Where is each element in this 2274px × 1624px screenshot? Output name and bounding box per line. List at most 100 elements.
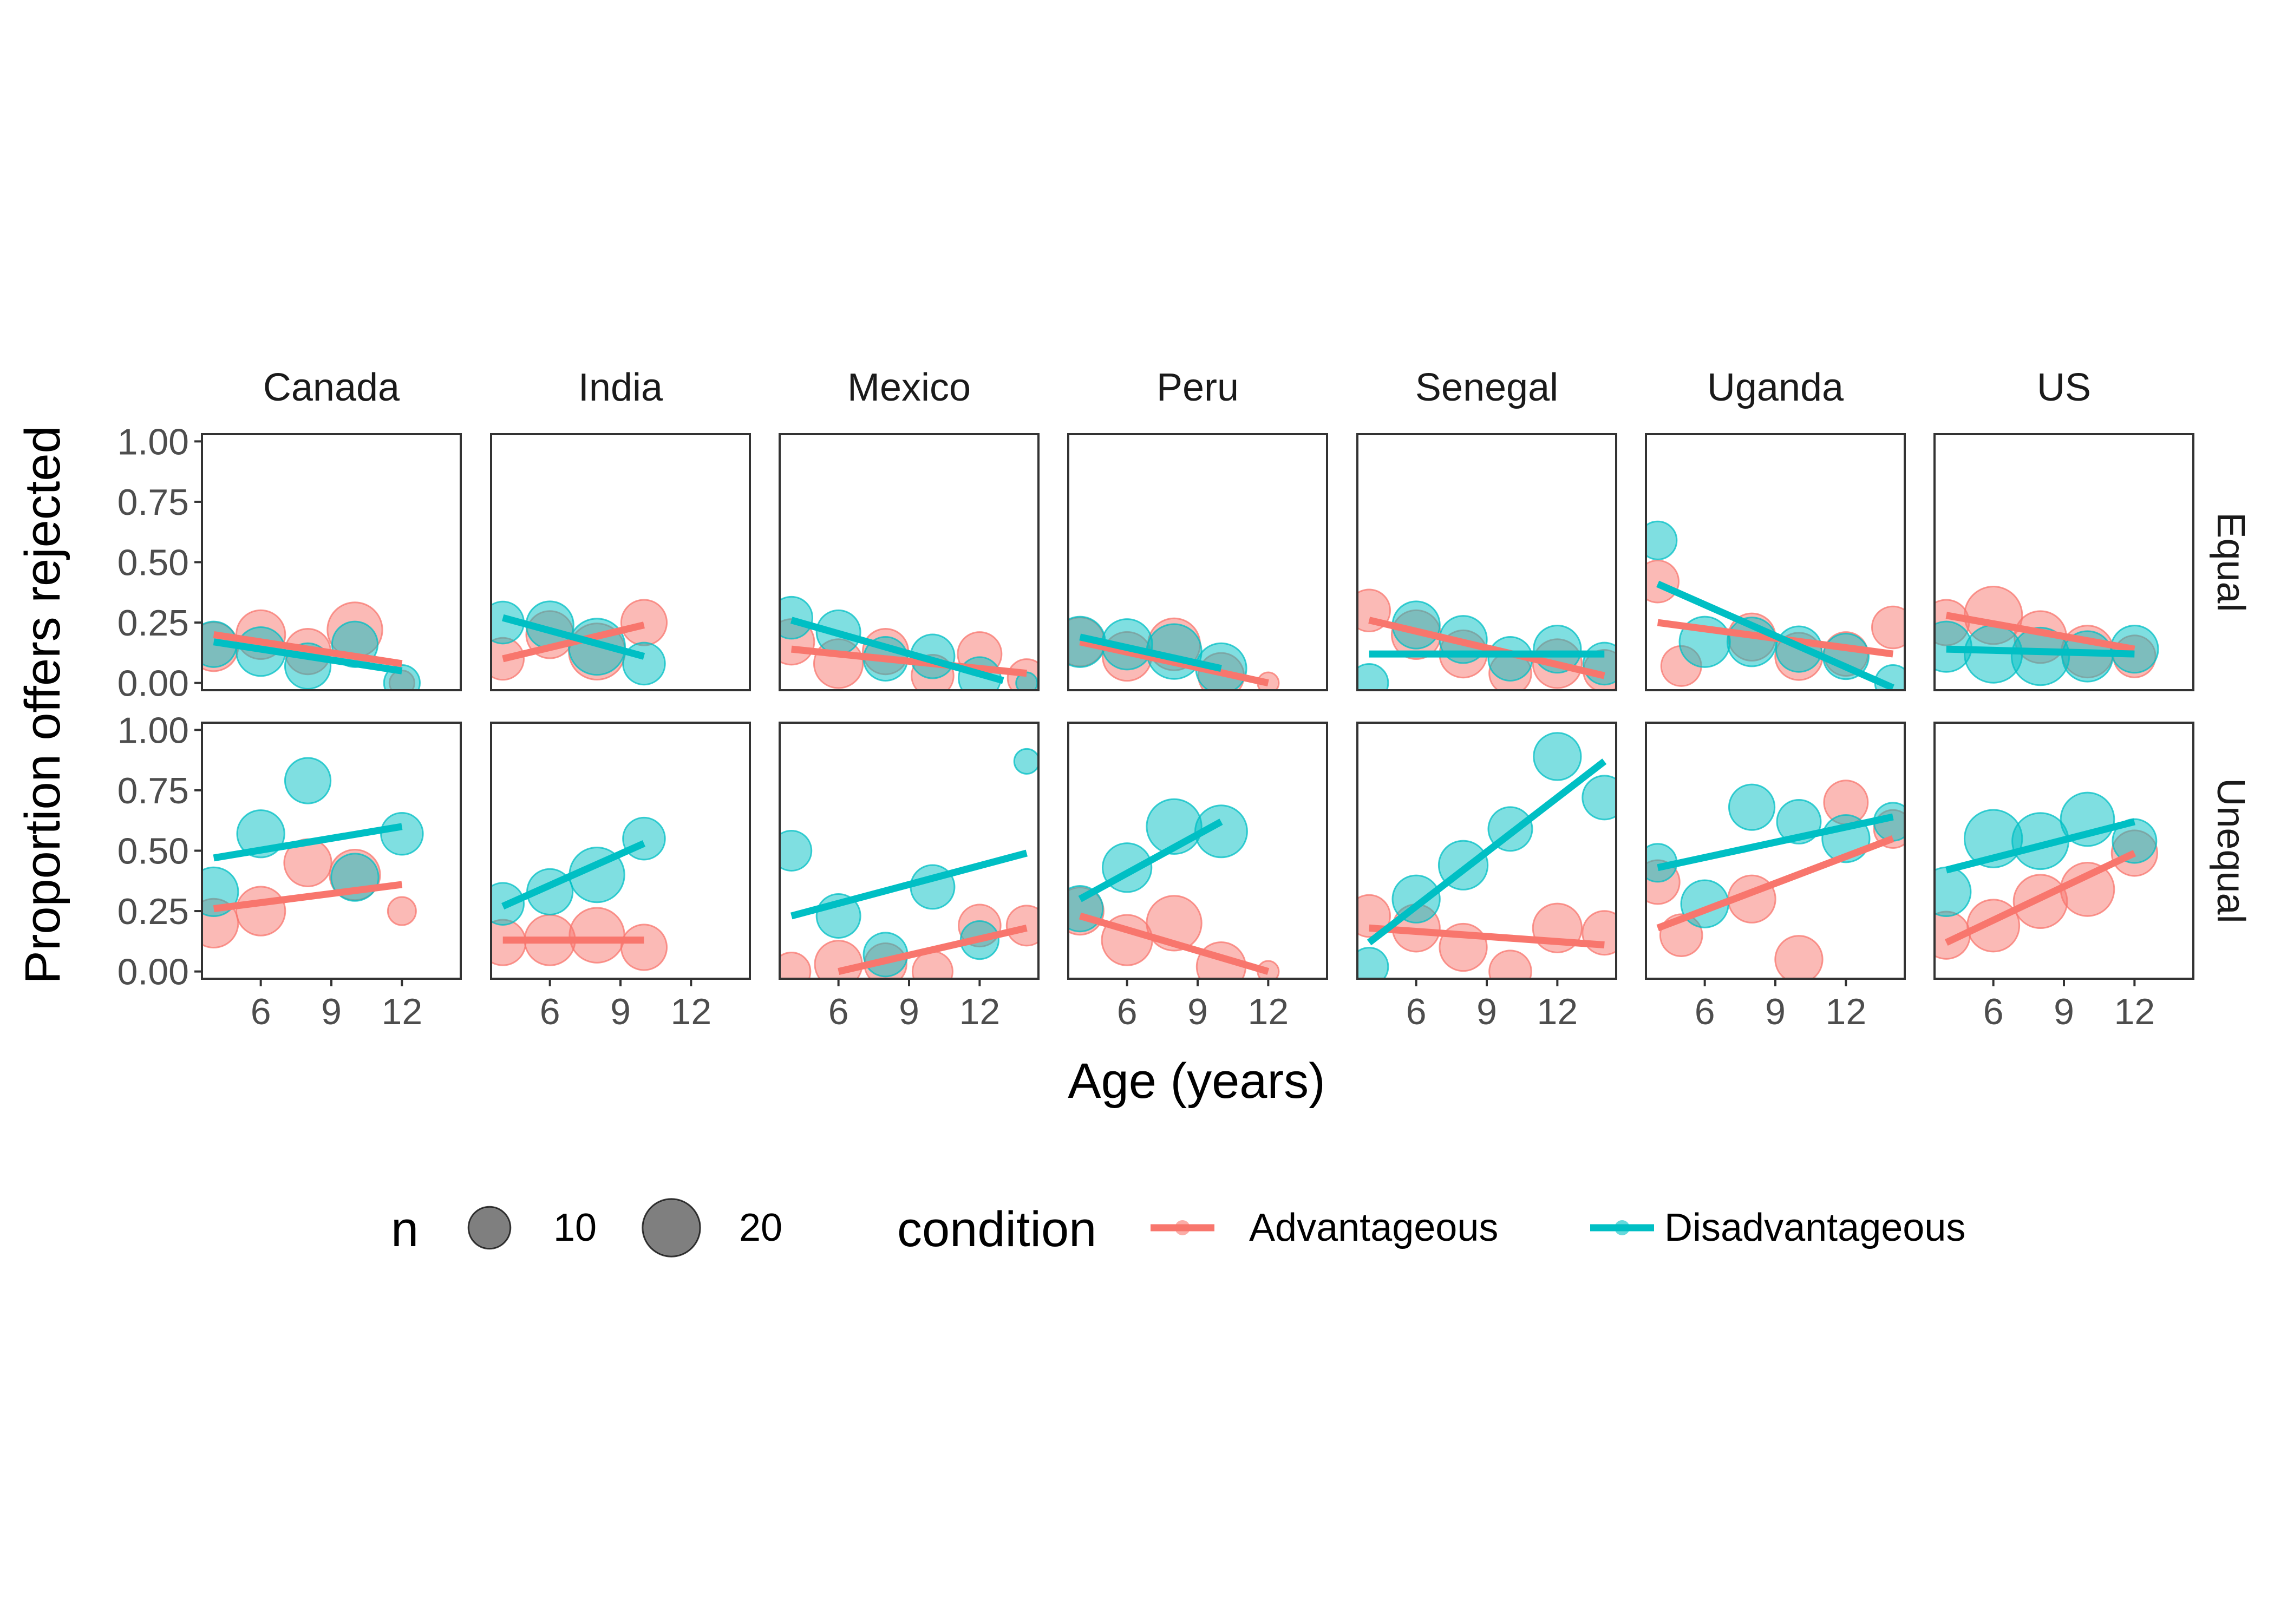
panel-border	[1067, 722, 1328, 980]
legend-color-dot	[1175, 1220, 1190, 1235]
panel-border	[490, 722, 751, 980]
fit-line-advantageous	[213, 881, 403, 913]
panel-plot-area	[1646, 780, 1905, 979]
strip-label-senegal: Senegal	[1415, 366, 1558, 409]
y-tick-label: 0.50	[117, 542, 189, 584]
strip-label-india: India	[578, 366, 663, 409]
panel-plot-area	[1068, 615, 1280, 690]
panel-senegal-unequal	[1356, 722, 1617, 980]
data-point-advantageous	[1488, 949, 1532, 979]
fit-line-disadvantageous	[1657, 813, 1894, 872]
x-axis-title: Age (years)	[1068, 1053, 1325, 1109]
panel-india-unequal	[490, 722, 751, 980]
data-point-disadvantageous	[1357, 947, 1389, 979]
panel-plot-area	[1935, 791, 2158, 960]
x-tick-label: 9	[1476, 991, 1497, 1032]
panel-plot-area	[1357, 732, 1616, 979]
data-point-advantageous	[2060, 862, 2115, 917]
legend-size-label: 10	[553, 1206, 597, 1249]
legend-color-dot	[1615, 1220, 1630, 1235]
fit-line-disadvantageous	[1656, 580, 1894, 690]
panel-border	[490, 433, 751, 691]
data-point-disadvantageous	[2112, 818, 2158, 864]
data-point-disadvantageous	[780, 830, 813, 872]
panel-border	[1356, 722, 1617, 980]
x-tick-label: 12	[1537, 991, 1578, 1032]
fit-line-disadvantageous	[1079, 633, 1222, 672]
legend-size-key	[467, 1206, 512, 1250]
x-tick-label: 6	[1117, 991, 1138, 1032]
panel-background	[780, 723, 1038, 979]
fit-line-advantageous	[1944, 850, 2136, 946]
panel-plot-area	[780, 595, 1038, 690]
data-point-advantageous	[780, 952, 812, 979]
fit-line-disadvantageous	[790, 849, 1028, 920]
panel-mexico-unequal	[779, 722, 1040, 980]
y-tick-label: 1.00	[117, 710, 189, 751]
panel-border	[201, 722, 462, 980]
y-tick-label: 0.00	[117, 952, 189, 993]
panel-plot-area	[491, 816, 668, 971]
data-point-disadvantageous	[1391, 874, 1441, 924]
y-tick-label: 1.00	[117, 421, 189, 462]
legend-color-label-disadvantageous: Disadvantageous	[1664, 1206, 1965, 1249]
strip-label-us: US	[2037, 366, 2091, 409]
panel-us-unequal	[1933, 722, 2194, 980]
data-point-disadvantageous	[1533, 732, 1582, 781]
panel-border	[1933, 433, 2194, 691]
panel-plot-area	[202, 601, 421, 690]
facet-panels: Canada India Mexico Peru Senegal Uganda US Equa…	[117, 366, 2252, 1032]
x-tick-label: 12	[1826, 991, 1867, 1032]
panel-plot-area	[491, 599, 668, 686]
x-tick-label: 6	[251, 991, 271, 1032]
fit-line-disadvantageous	[1946, 645, 2135, 658]
x-tick-label: 9	[899, 991, 919, 1032]
fit-line-disadvantageous	[1945, 818, 2135, 874]
fit-line-advantageous	[1079, 912, 1270, 975]
x-tick-label: 9	[610, 991, 631, 1032]
data-point-disadvantageous	[1728, 783, 1776, 831]
panel-us-equal	[1933, 433, 2194, 691]
panel-plot-area	[1935, 585, 2159, 686]
strip-label-canada: Canada	[263, 366, 400, 409]
fit-line-disadvantageous	[213, 638, 403, 675]
data-point-disadvantageous	[284, 757, 332, 804]
panel-border	[1356, 433, 1617, 691]
fit-line-advantageous	[838, 924, 1028, 975]
panel-canada-equal	[201, 433, 462, 691]
fit-line-disadvantageous	[1367, 758, 1607, 946]
x-tick-label: 12	[382, 991, 423, 1032]
panel-senegal-equal	[1356, 433, 1617, 691]
panel-plot-area	[202, 757, 424, 949]
x-tick-label: 6	[1983, 991, 2004, 1032]
legend-color-title: condition	[897, 1202, 1096, 1257]
panel-uganda-equal	[1645, 433, 1906, 691]
fit-line-advantageous	[1945, 612, 2135, 653]
panel-uganda-unequal	[1645, 722, 1906, 980]
x-tick-label: 6	[540, 991, 560, 1032]
fit-line-advantageous	[791, 645, 1027, 677]
x-tick-label: 9	[2054, 991, 2074, 1032]
x-tick-label: 12	[1248, 991, 1289, 1032]
panel-border	[201, 433, 462, 691]
data-point-advantageous	[620, 599, 668, 646]
strip-label-peru: Peru	[1156, 366, 1239, 409]
panel-peru-unequal	[1067, 722, 1328, 980]
data-point-disadvantageous	[380, 811, 424, 856]
strip-label-equal: Equal	[2209, 512, 2252, 612]
panel-peru-equal	[1067, 433, 1328, 691]
data-point-disadvantageous	[1194, 804, 1248, 859]
x-tick-label: 6	[828, 991, 849, 1032]
fit-line-advantageous	[1079, 638, 1269, 686]
legend-size-key	[642, 1198, 701, 1258]
fit-line-disadvantageous	[213, 823, 403, 862]
strip-label-mexico: Mexico	[847, 366, 971, 409]
data-point-advantageous	[620, 924, 668, 971]
y-tick-label: 0.50	[117, 831, 189, 872]
fit-line-advantageous	[213, 631, 403, 667]
panel-border	[1933, 722, 2194, 980]
panel-canada-unequal	[201, 722, 462, 980]
panel-border	[1067, 433, 1328, 691]
panel-border	[779, 722, 1040, 980]
